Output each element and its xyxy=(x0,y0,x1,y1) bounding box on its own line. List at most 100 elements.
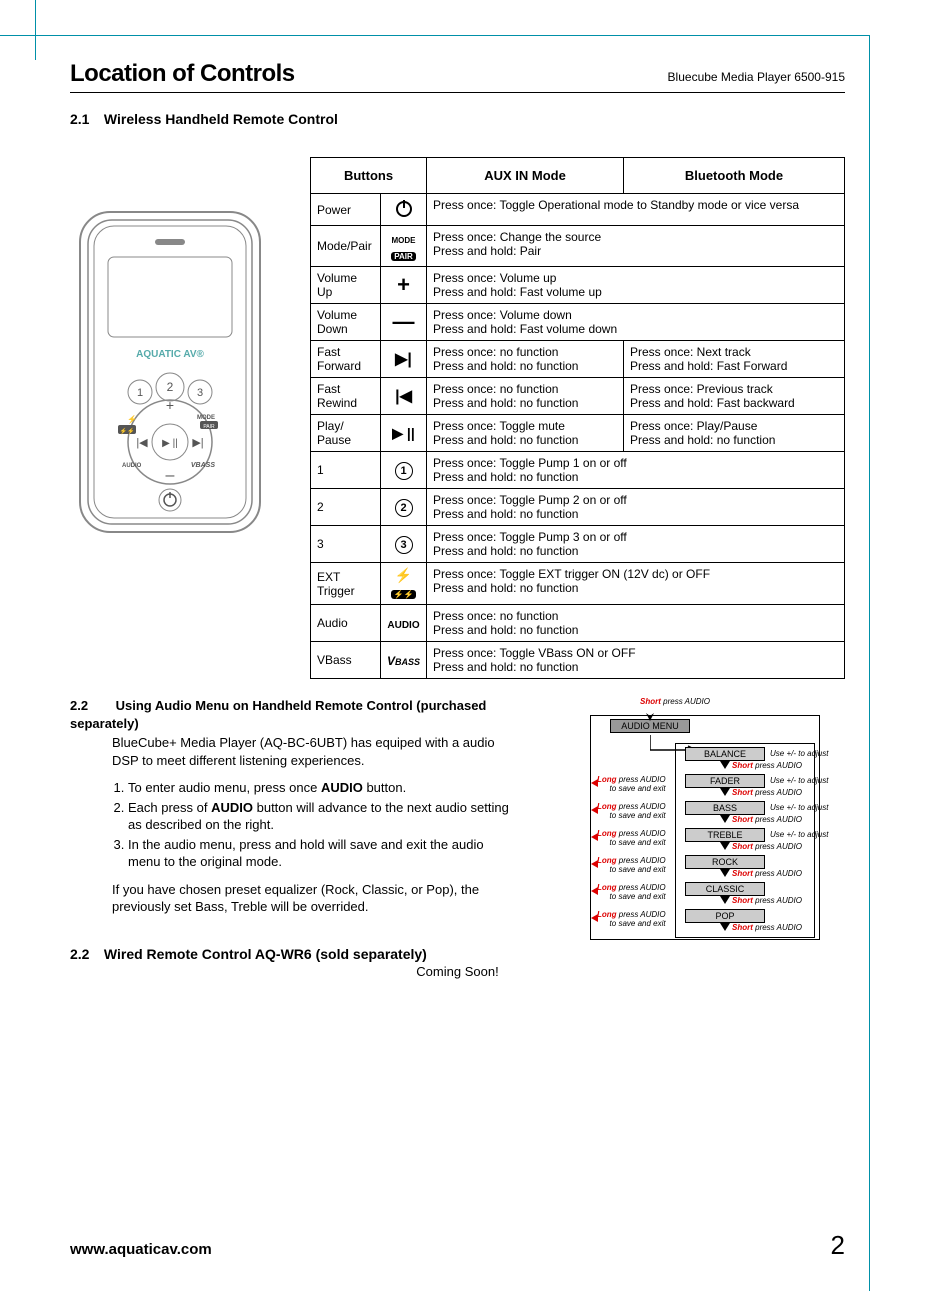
button-desc: Press once: Volume upPress and hold: Fas… xyxy=(427,267,845,304)
audio-menu-diagram: Short Short press AUDIOpress AUDIO AUDIO… xyxy=(535,697,845,916)
arrow-down-icon xyxy=(720,761,730,769)
arrow-left-icon xyxy=(591,860,598,868)
short-press-label: Short press AUDIO xyxy=(732,842,802,851)
title-row: Location of Controls Bluecube Media Play… xyxy=(70,60,845,93)
aux-desc: Press once: Toggle mutePress and hold: n… xyxy=(427,415,624,452)
button-icon: ▶| xyxy=(381,341,427,378)
svg-text:3: 3 xyxy=(197,387,203,399)
arrow-left-icon xyxy=(591,914,598,922)
remote-illustration-col: AQUATIC AV® 1 2 3 ▶ || + – |◀ ▶| ⚡ ⚡⚡ MO… xyxy=(70,157,280,679)
arrow-left-icon xyxy=(591,806,598,814)
button-icon: ⚡⚡⚡ xyxy=(381,563,427,605)
button-name: Power xyxy=(311,194,381,226)
button-desc: Press once: Change the sourcePress and h… xyxy=(427,226,845,267)
button-icon: + xyxy=(381,267,427,304)
table-row: Power Press once: Toggle Operational mode… xyxy=(311,194,845,226)
button-icon: |◀ xyxy=(381,378,427,415)
table-row: 33Press once: Toggle Pump 3 on or offPre… xyxy=(311,526,845,563)
buttons-table: Buttons AUX IN Mode Bluetooth Mode Power… xyxy=(310,157,845,679)
section-2-2-para1: BlueCube+ Media Player (AQ-BC-6UBT) has … xyxy=(112,734,515,769)
button-icon: 3 xyxy=(381,526,427,563)
short-press-label: Short press AUDIO xyxy=(732,761,802,770)
page-footer: www.aquaticav.com 2 xyxy=(70,1230,845,1261)
page-title: Location of Controls xyxy=(70,60,295,88)
page-content: Location of Controls Bluecube Media Play… xyxy=(70,60,845,1261)
aux-desc: Press once: no functionPress and hold: n… xyxy=(427,378,624,415)
top-short-press: Short Short press AUDIOpress AUDIO xyxy=(640,697,710,706)
section-title: Using Audio Menu on Handheld Remote Cont… xyxy=(70,698,486,731)
coming-soon: Coming Soon! xyxy=(70,964,845,979)
svg-text:AQUATIC AV®: AQUATIC AV® xyxy=(136,349,204,360)
section-title: Wireless Handheld Remote Control xyxy=(104,111,338,127)
arrow-into-menu xyxy=(645,709,655,721)
adjust-note: Use +/- to adjust xyxy=(770,749,828,758)
button-icon: MODEPAIR xyxy=(381,226,427,267)
adjust-note: Use +/- to adjust xyxy=(770,803,828,812)
bt-desc: Press once: Previous trackPress and hold… xyxy=(623,378,844,415)
svg-text:PAIR: PAIR xyxy=(203,424,215,430)
section-title: Wired Remote Control AQ-WR6 (sold separa… xyxy=(104,946,427,962)
button-name: VolumeDown xyxy=(311,304,381,341)
long-press-label: Long press AUDIOto save and exit xyxy=(597,883,666,901)
table-row: 11Press once: Toggle Pump 1 on or offPre… xyxy=(311,452,845,489)
top-layout: AQUATIC AV® 1 2 3 ▶ || + – |◀ ▶| ⚡ ⚡⚡ MO… xyxy=(70,157,845,679)
long-press-label: Long press AUDIOto save and exit xyxy=(597,802,666,820)
section-number: 2.2 xyxy=(70,697,112,715)
button-name: 1 xyxy=(311,452,381,489)
section-number: 2.1 xyxy=(70,111,100,127)
button-name: EXTTrigger xyxy=(311,563,381,605)
table-row: VBassVBASSPress once: Toggle VBass ON or… xyxy=(311,642,845,679)
svg-text:–: – xyxy=(166,467,175,484)
buttons-table-col: Buttons AUX IN Mode Bluetooth Mode Power… xyxy=(310,157,845,679)
aux-desc: Press once: no functionPress and hold: n… xyxy=(427,341,624,378)
th-buttons: Buttons xyxy=(311,158,427,194)
step-2: Each press of AUDIO button will advance … xyxy=(128,799,515,834)
short-press-label: Short press AUDIO xyxy=(732,896,802,905)
short-press-label: Short press AUDIO xyxy=(732,788,802,797)
step-1: To enter audio menu, press once AUDIO bu… xyxy=(128,779,515,797)
svg-text:AUDIO: AUDIO xyxy=(122,463,142,469)
button-desc: Press once: Toggle Pump 3 on or offPress… xyxy=(427,526,845,563)
adjust-note: Use +/- to adjust xyxy=(770,830,828,839)
short-press-label: Short press AUDIO xyxy=(732,923,802,932)
button-icon: — xyxy=(381,304,427,341)
button-name: VolumeUp xyxy=(311,267,381,304)
table-row: AudioAUDIOPress once: no functionPress a… xyxy=(311,605,845,642)
button-name: Mode/Pair xyxy=(311,226,381,267)
arrow-down-icon xyxy=(720,842,730,850)
long-press-label: Long press AUDIOto save and exit xyxy=(597,829,666,847)
long-press-label: Long press AUDIOto save and exit xyxy=(597,856,666,874)
table-row: Play/Pause▶ ||Press once: Toggle mutePre… xyxy=(311,415,845,452)
crop-corner xyxy=(25,25,45,45)
table-row: EXTTrigger⚡⚡⚡Press once: Toggle EXT trig… xyxy=(311,563,845,605)
button-desc: Press once: no functionPress and hold: n… xyxy=(427,605,845,642)
menu-item: CLASSIC xyxy=(685,882,765,896)
svg-text:MODE: MODE xyxy=(197,415,215,421)
footer-page-number: 2 xyxy=(831,1230,845,1261)
button-desc: Press once: Toggle Pump 1 on or offPress… xyxy=(427,452,845,489)
arrow-down-icon xyxy=(720,923,730,931)
audio-menu-header: AUDIO MENU xyxy=(610,719,690,733)
button-desc: Press once: Toggle Pump 2 on or offPress… xyxy=(427,489,845,526)
button-icon: 1 xyxy=(381,452,427,489)
svg-text:|◀: |◀ xyxy=(136,437,148,449)
arrow-down-icon xyxy=(720,815,730,823)
arrow-left-icon xyxy=(591,833,598,841)
button-desc: Press once: Toggle EXT trigger ON (12V d… xyxy=(427,563,845,605)
svg-text:2: 2 xyxy=(167,380,174,394)
svg-text:▶ ||: ▶ || xyxy=(162,438,178,449)
table-row: FastForward▶|Press once: no functionPres… xyxy=(311,341,845,378)
section-number: 2.2 xyxy=(70,946,100,962)
arrow-down-icon xyxy=(720,869,730,877)
button-name: FastRewind xyxy=(311,378,381,415)
section-2-2-text: 2.2 Using Audio Menu on Handheld Remote … xyxy=(70,697,515,916)
remote-illustration: AQUATIC AV® 1 2 3 ▶ || + – |◀ ▶| ⚡ ⚡⚡ MO… xyxy=(70,207,270,537)
button-icon xyxy=(381,194,427,226)
button-desc: Press once: Toggle Operational mode to S… xyxy=(427,194,845,226)
bt-desc: Press once: Next trackPress and hold: Fa… xyxy=(623,341,844,378)
adjust-note: Use +/- to adjust xyxy=(770,776,828,785)
table-row: Mode/PairMODEPAIRPress once: Change the … xyxy=(311,226,845,267)
svg-text:⚡: ⚡ xyxy=(127,414,137,424)
button-name: FastForward xyxy=(311,341,381,378)
button-name: Audio xyxy=(311,605,381,642)
